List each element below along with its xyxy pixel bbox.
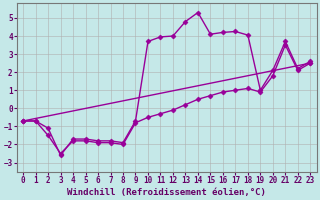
X-axis label: Windchill (Refroidissement éolien,°C): Windchill (Refroidissement éolien,°C) <box>67 188 266 197</box>
